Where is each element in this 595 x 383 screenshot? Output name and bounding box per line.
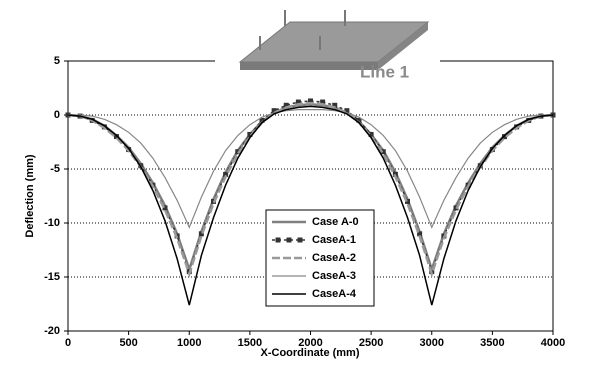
x-tick-label: 0 [65,337,71,349]
annotation: Line 1 [360,62,409,81]
legend-label: CaseA-4 [312,288,357,300]
legend-marker [298,238,303,243]
x-tick-label: 2500 [359,337,383,349]
x-tick-label: 3000 [420,337,444,349]
y-axis-title: Deflection (mm) [24,154,36,237]
legend-marker [276,238,281,243]
legend-label: Case A-0 [312,216,359,228]
x-tick-label: 500 [119,337,137,349]
legend-marker [287,238,292,243]
x-tick-label: 1500 [238,337,262,349]
legend-label: CaseA-1 [312,234,356,246]
y-tick-label: -5 [50,163,60,175]
legend-label: CaseA-3 [312,270,356,282]
x-tick-label: 4000 [541,337,565,349]
y-tick-label: 5 [54,55,60,67]
y-tick-label: -15 [44,271,60,283]
legend-label: CaseA-2 [312,252,356,264]
y-tick-label: -20 [44,325,60,337]
y-tick-label: 0 [54,109,60,121]
x-tick-label: 3500 [480,337,504,349]
x-tick-label: 1000 [177,337,201,349]
chart: Line 1 X-Coordinate (mm) Deflection (mm)… [0,0,595,383]
x-tick-label: 2000 [298,337,322,349]
y-tick-label: -10 [44,217,60,229]
